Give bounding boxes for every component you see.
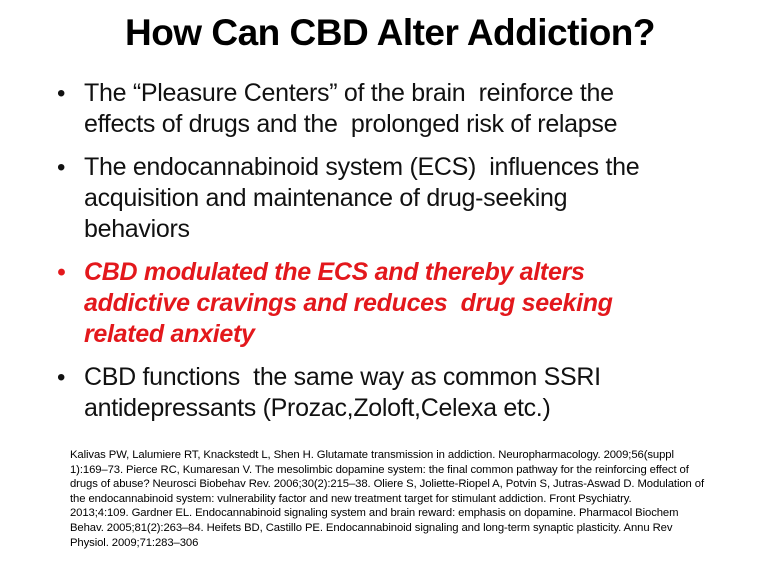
reference-line: Kalivas PW, Lalumiere RT, Knackstedt L, … [70,449,674,461]
bullet-item-cbd-ssri: • CBD functions the same way as common S… [57,362,750,424]
reference-line: the endocannabinoid system: vulnerabilit… [70,492,632,505]
slide-title: How Can CBD Alter Addiction? [124,12,656,53]
bullet-line: acquisition and maintenance of drug-seek… [84,184,568,212]
bullet-line: CBD modulated the ECS and thereby alters [84,258,585,286]
bullet-icon: • [57,154,66,181]
bullet-list: • The “Pleasure Centers” of the brain re… [57,78,750,424]
bullet-line: The endocannabinoid system (ECS) influen… [84,153,640,181]
bullet-item-ecs-influence: • The endocannabinoid system (ECS) influ… [57,152,750,245]
reference-line: 2013;4:109. Gardner EL. Endocannabinoid … [70,507,679,520]
bullet-icon: • [57,259,66,286]
bullet-text: CBD modulated the ECS and thereby alters… [84,257,750,350]
bullet-line: The “Pleasure Centers” of the brain rein… [84,79,614,107]
reference-line: Physiol. 2009;71:283–306 [70,536,199,549]
bullet-text: CBD functions the same way as common SSR… [84,362,750,424]
bullet-text: The “Pleasure Centers” of the brain rein… [84,78,750,140]
references-text: Kalivas PW, Lalumiere RT, Knackstedt L, … [70,448,730,550]
bullet-text: The endocannabinoid system (ECS) influen… [84,152,750,245]
bullet-line: behaviors [84,215,190,243]
reference-line: drugs of abuse? Neurosci Biobehav Rev. 2… [70,478,704,491]
bullet-icon: • [57,80,66,107]
bullet-line: related anxiety [84,320,255,348]
bullet-item-cbd-modulates-ecs: • CBD modulated the ECS and thereby alte… [57,257,750,350]
bullet-item-pleasure-centers: • The “Pleasure Centers” of the brain re… [57,78,750,140]
reference-line: 1):169–73. Pierce RC, Kumaresan V. The m… [70,463,689,476]
reference-line: Behav. 2005;81(2):263–84. Heifets BD, Ca… [70,521,673,534]
bullet-icon: • [57,364,66,391]
bullet-line: effects of drugs and the prolonged risk … [84,110,618,138]
bullet-line: antidepressants (Prozac,Zoloft,Celexa et… [84,394,551,422]
bullet-line: CBD functions the same way as common SSR… [84,363,601,391]
bullet-line: addictive cravings and reduces drug seek… [84,289,613,317]
